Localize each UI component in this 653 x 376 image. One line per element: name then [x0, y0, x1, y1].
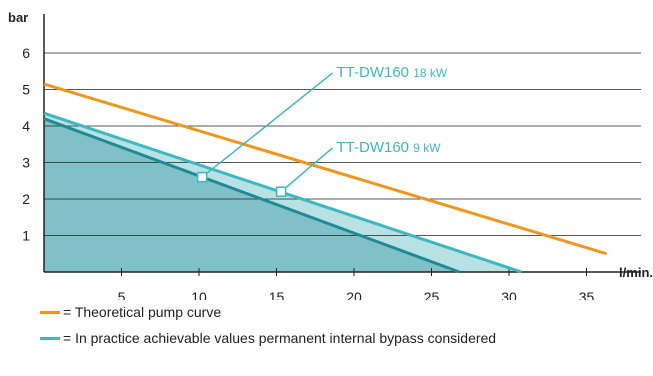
annotation-model-dw160_18: TT-DW160 [337, 64, 414, 81]
x-tick-label-15: 15 [269, 289, 285, 300]
annotation-model-dw160_9: TT-DW160 [337, 139, 414, 156]
x-tick-label-25: 25 [424, 289, 440, 300]
y-tick-label-6: 6 [22, 45, 30, 61]
annotation-marker-dw160_18 [196, 171, 208, 183]
series-line-theoretical [43, 82, 608, 256]
legend-theoretical: = Theoretical pump curve [40, 304, 221, 320]
series-line-dw160_9 [43, 117, 460, 274]
x-tick-label-10: 10 [191, 289, 207, 300]
x-tick-label-35: 35 [579, 289, 595, 300]
x-tick-label-30: 30 [501, 289, 517, 300]
y-axis-label: bar [8, 10, 28, 25]
annotation-power-dw160_18: 18 kW [413, 66, 448, 80]
legend-theoretical-label: = Theoretical pump curve [63, 304, 222, 320]
y-tick-label-3: 3 [22, 155, 30, 171]
legend-swatch-orange [40, 310, 60, 314]
legend-practice-label: = In practice achievable values permanen… [63, 330, 497, 346]
legend-practice: = In practice achievable values permanen… [40, 330, 496, 346]
pump-curve-chart: 5 10 15 20 25 30 35 1 2 3 4 5 6 bar l/min. TT-DW160 18 … [8, 10, 653, 300]
y-tick-label-4: 4 [22, 118, 30, 134]
y-tick-label-1: 1 [22, 228, 30, 244]
annotation-leader-dw160_9 [280, 147, 333, 193]
x-tick-label-5: 5 [118, 289, 126, 300]
x-tick-label-20: 20 [346, 289, 362, 300]
annotation-leader-dw160_18 [201, 72, 333, 178]
x-axis-label: l/min. [619, 265, 653, 280]
annotation-label-dw160_18: TT-DW160 18 kW [337, 64, 448, 81]
y-tick-label-5: 5 [22, 82, 30, 98]
annotation-marker-dw160_9 [275, 186, 287, 197]
y-tick-label-2: 2 [22, 191, 30, 207]
annotation-power-dw160_9: 9 kW [413, 141, 441, 155]
legend-swatch-teal [40, 336, 60, 340]
annotation-label-dw160_9: TT-DW160 9 kW [337, 139, 442, 156]
